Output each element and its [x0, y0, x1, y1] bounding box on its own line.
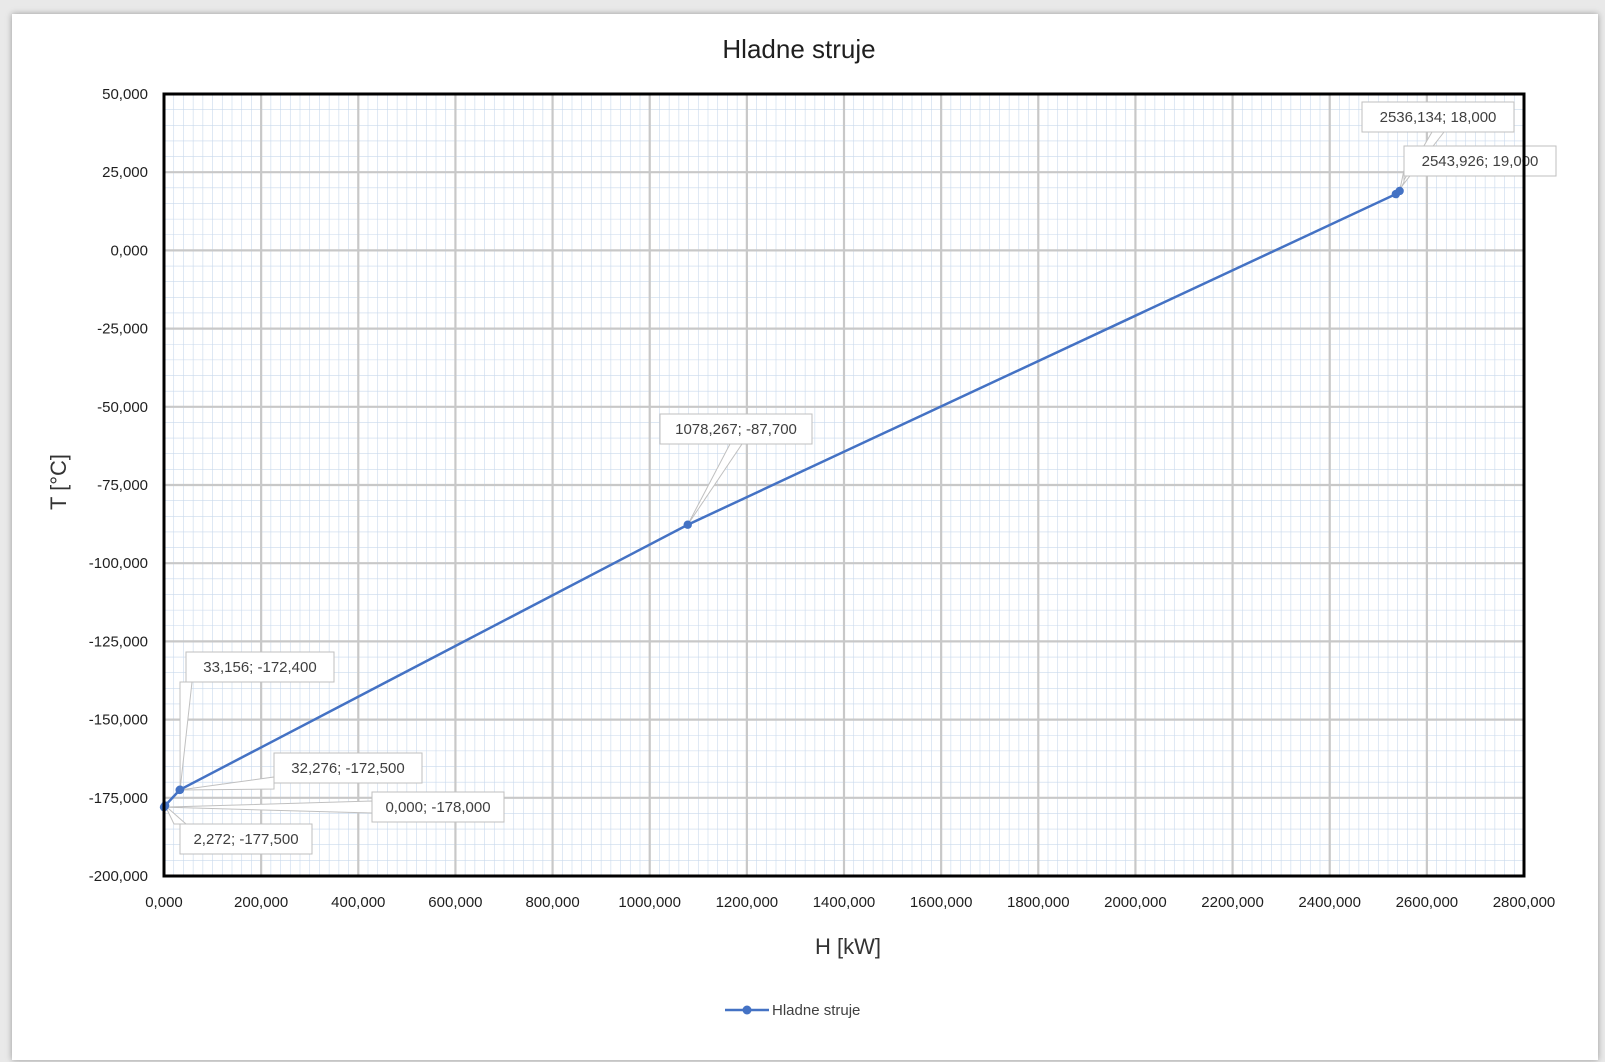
data-label: 33,156; -172,400	[203, 659, 316, 676]
y-tick-label: -25,000	[97, 321, 148, 338]
x-tick-label: 1800,000	[1007, 894, 1070, 911]
y-axis-ticks: 50,000 25,000 0,000 -25,000 -50,000 -75,000 -1…	[89, 86, 148, 885]
y-tick-label: -125,000	[89, 633, 148, 650]
x-tick-label: 1200,000	[716, 894, 779, 911]
y-axis-title: T [°C]	[46, 454, 71, 510]
x-tick-label: 2800,000	[1493, 894, 1556, 911]
data-point	[684, 521, 692, 529]
y-tick-label: -150,000	[89, 712, 148, 729]
data-label: 1078,267; -87,700	[675, 421, 797, 438]
chart-title: Hladne struje	[722, 34, 875, 64]
data-label: 0,000; -178,000	[385, 799, 490, 816]
x-tick-label: 200,000	[234, 894, 288, 911]
x-tick-label: 1400,000	[813, 894, 876, 911]
data-point	[1395, 187, 1403, 195]
data-label: 2543,926; 19,000	[1422, 153, 1539, 170]
x-tick-label: 2400,000	[1298, 894, 1361, 911]
x-axis-title: H [kW]	[815, 934, 881, 959]
data-label-leader	[164, 801, 372, 813]
series-hladne-struje	[160, 187, 1404, 812]
chart-container: Hladne struje 0,000 200,000 400,000 600,000…	[12, 14, 1598, 1060]
chart-canvas: Hladne struje 0,000 200,000 400,000 600,000…	[12, 14, 1598, 1060]
x-tick-label: 2600,000	[1396, 894, 1459, 911]
x-tick-label: 1000,000	[618, 894, 681, 911]
x-tick-label: 600,000	[428, 894, 482, 911]
x-tick-label: 1600,000	[910, 894, 973, 911]
x-tick-label: 2200,000	[1201, 894, 1264, 911]
legend-marker-icon	[743, 1006, 752, 1015]
x-axis-ticks: 0,000 200,000 400,000 600,000 800,000 1000,00…	[145, 894, 1555, 911]
y-tick-label: -200,000	[89, 868, 148, 885]
legend-entry: Hladne struje	[772, 1002, 860, 1019]
series-line	[164, 191, 1400, 807]
data-point	[176, 785, 184, 793]
y-tick-label: -100,000	[89, 555, 148, 572]
x-tick-label: 2000,000	[1104, 894, 1167, 911]
data-label-leader	[180, 682, 192, 790]
data-label: 2536,134; 18,000	[1380, 109, 1497, 126]
x-tick-label: 800,000	[525, 894, 579, 911]
y-tick-label: 50,000	[102, 86, 148, 103]
y-tick-label: -50,000	[97, 399, 148, 416]
x-tick-label: 0,000	[145, 894, 183, 911]
data-label: 2,272; -177,500	[193, 831, 298, 848]
x-tick-label: 400,000	[331, 894, 385, 911]
legend: Hladne struje	[725, 1002, 860, 1019]
y-tick-label: 0,000	[110, 242, 148, 259]
y-tick-label: -175,000	[89, 790, 148, 807]
y-tick-label: -75,000	[97, 477, 148, 494]
data-label: 32,276; -172,500	[291, 760, 404, 777]
y-tick-label: 25,000	[102, 164, 148, 181]
